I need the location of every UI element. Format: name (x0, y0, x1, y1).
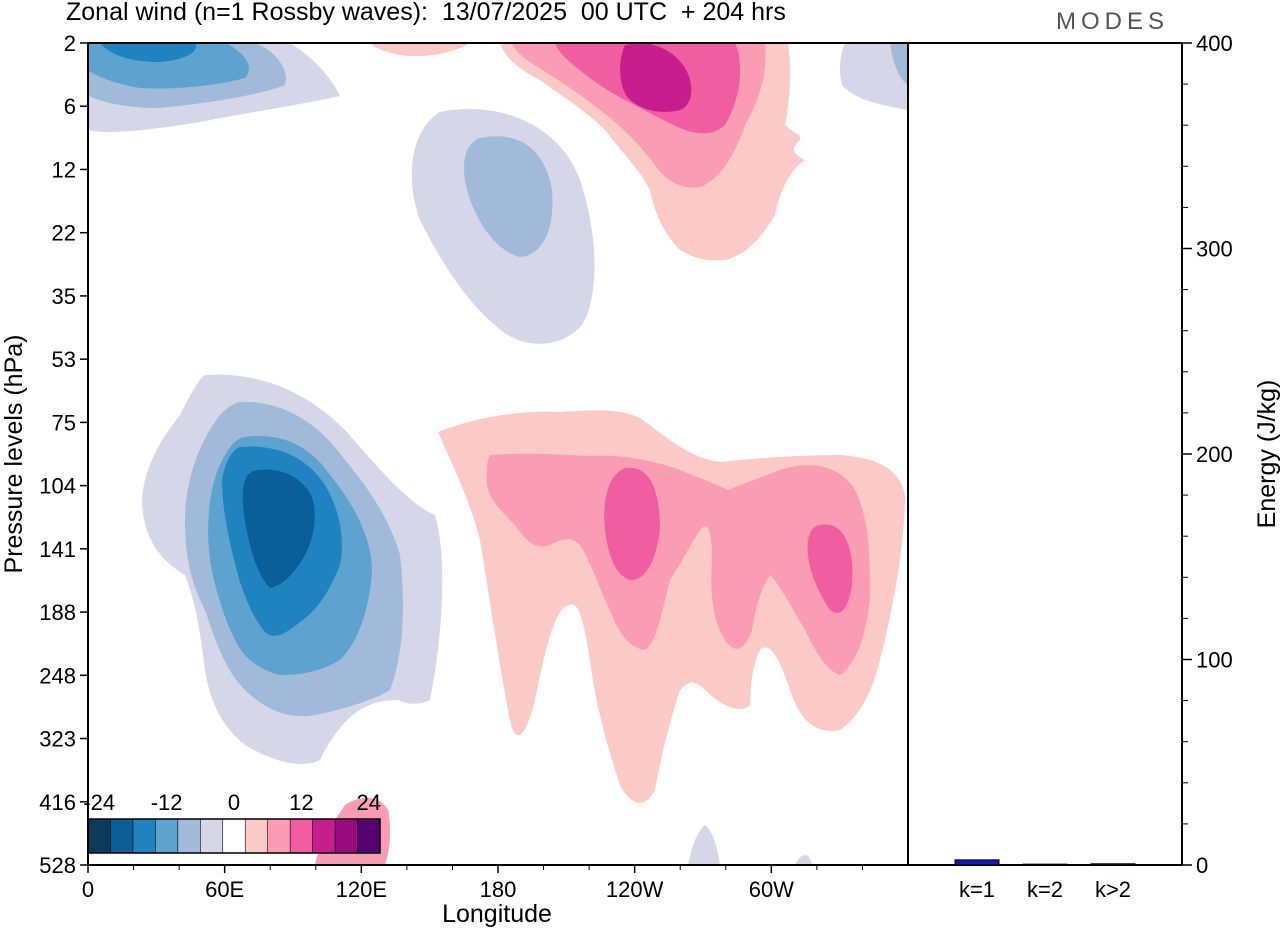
y-tick-label: 188 (39, 600, 76, 625)
y-tick-label: 528 (39, 853, 76, 878)
contour-region (620, 43, 692, 112)
x-tick-label: 0 (82, 877, 94, 902)
energy-bar (1090, 863, 1136, 866)
colorbar-cell (222, 819, 246, 853)
colorbar-cell (245, 819, 269, 853)
contour-region (890, 43, 908, 85)
y-tick-label: 12 (52, 157, 76, 182)
energy-bar-label: k>2 (1095, 877, 1131, 902)
colorbar-cell (132, 819, 156, 853)
colorbar-cell (200, 819, 224, 853)
contour-region (242, 469, 315, 588)
energy-tick-label: 100 (1196, 648, 1233, 673)
energy-axis-title: Energy (J/kg) (1253, 380, 1280, 529)
y-tick-label: 75 (52, 410, 76, 435)
colorbar-cell (177, 819, 201, 853)
y-axis-title: Pressure levels (hPa) (0, 335, 28, 574)
colorbar-cell (335, 819, 359, 853)
colorbar-label: -12 (151, 790, 183, 815)
energy-tick-label: 0 (1196, 853, 1208, 878)
contour-region (370, 43, 470, 57)
y-tick-label: 248 (39, 663, 76, 688)
colorbar-label: 12 (289, 790, 313, 815)
colorbar-cell (312, 819, 336, 853)
colorbar-cell (155, 819, 179, 853)
colorbar-cell (267, 819, 291, 853)
colorbar-cell (357, 819, 381, 853)
chart-title: Zonal wind (n=1 Rossby waves): 13/07/202… (66, 0, 786, 26)
y-tick-label: 35 (52, 284, 76, 309)
contour-region (604, 467, 660, 580)
x-tick-label: 60W (749, 877, 794, 902)
y-tick-label: 323 (39, 727, 76, 752)
energy-bar (1022, 863, 1068, 866)
y-tick-label: 104 (39, 474, 76, 499)
colorbar-label: 24 (357, 790, 381, 815)
x-axis-title: Longitude (442, 900, 552, 928)
x-tick-label: 60E (205, 877, 244, 902)
contour-region (486, 453, 870, 675)
energy-bar-labels: k=1 k=2 k>2 (959, 877, 1131, 902)
y-tick-label: 2 (64, 31, 76, 56)
contour-region (688, 825, 720, 865)
colorbar-cell (290, 819, 314, 853)
colorbar-cell (88, 819, 111, 853)
contour-region (839, 43, 908, 110)
y-tick-label: 22 (52, 221, 76, 246)
brand-logo: MODES (1056, 8, 1170, 35)
y-tick-label: 141 (39, 537, 76, 562)
y-tick-label: 6 (64, 94, 76, 119)
x-tick-label: 120W (606, 877, 664, 902)
energy-bars (954, 859, 1136, 866)
energy-tick-label: 300 (1196, 237, 1233, 262)
contour-region (464, 136, 553, 257)
colorbar-label: 0 (228, 790, 240, 815)
x-axis: 0 60E 120E 180 120W 60W (82, 865, 863, 902)
energy-tick-label: 200 (1196, 442, 1233, 467)
energy-bar (954, 859, 1000, 866)
contour-region (795, 855, 812, 865)
contour-region (100, 43, 196, 62)
x-tick-label: 120E (336, 877, 387, 902)
colorbar: -24 -12 0 12 24 (83, 790, 381, 854)
y-tick-label: 53 (52, 347, 76, 372)
energy-bar-label: k=1 (959, 877, 995, 902)
energy-tick-label: 400 (1196, 31, 1233, 56)
y-tick-label: 416 (39, 790, 76, 815)
x-tick-label: 180 (480, 877, 517, 902)
energy-bar-label: k=2 (1027, 877, 1063, 902)
y-axis: 2 6 12 22 35 53 75 104 141 188 248 323 416 528 (39, 31, 88, 878)
energy-axis: 0 100 200 300 400 (1182, 31, 1233, 878)
contour-region (807, 524, 853, 613)
colorbar-cell (110, 819, 134, 853)
contour-field (88, 43, 908, 865)
